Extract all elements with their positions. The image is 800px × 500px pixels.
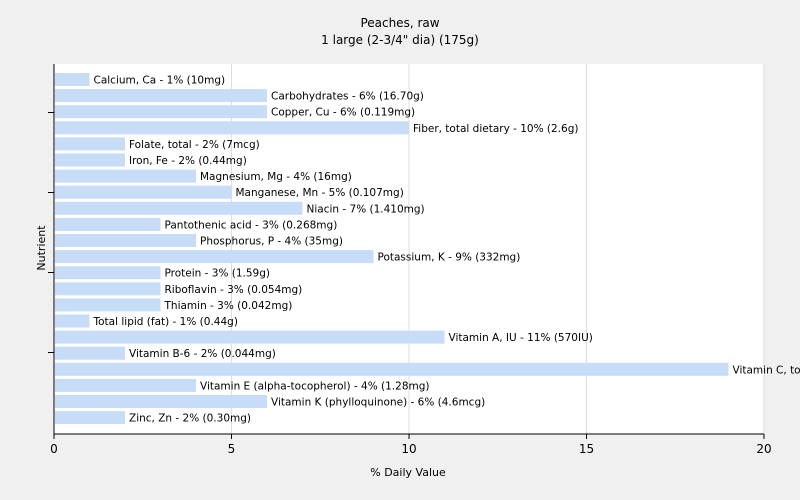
bar-label: Riboflavin - 3% (0.054mg) — [165, 284, 303, 296]
x-tick-labels: 0 5 10 15 20 — [50, 442, 771, 456]
bar-label: Thiamin - 3% (0.042mg) — [164, 300, 293, 312]
bar-label: Zinc, Zn - 2% (0.30mg) — [129, 413, 251, 425]
gridlines — [54, 64, 765, 434]
bar — [55, 378, 196, 392]
bar — [55, 298, 161, 312]
axes — [48, 64, 765, 439]
bar-label: Calcium, Ca - 1% (10mg) — [94, 75, 226, 87]
bar-label: Total lipid (fat) - 1% (0.44g) — [93, 316, 238, 328]
bar — [55, 153, 125, 167]
bar-label: Fiber, total dietary - 10% (2.6g) — [413, 123, 578, 135]
bar — [55, 346, 125, 360]
chart-title: Peaches, raw — [360, 16, 439, 30]
bar — [55, 395, 267, 408]
chart-subtitle: 1 large (2-3/4" dia) (175g) — [321, 33, 479, 47]
x-tick-label: 0 — [50, 442, 58, 456]
bar — [55, 362, 729, 376]
bar — [55, 169, 196, 183]
x-axis-label: % Daily Value — [370, 466, 446, 479]
bar — [55, 73, 90, 86]
bar — [55, 282, 161, 296]
bar-label: Magnesium, Mg - 4% (16mg) — [200, 171, 352, 183]
bar — [55, 137, 125, 151]
bar — [55, 185, 232, 199]
bar — [55, 314, 90, 328]
x-tick-label: 5 — [228, 442, 236, 456]
bar — [55, 201, 303, 215]
x-tick-label: 20 — [756, 442, 771, 456]
bar — [55, 217, 161, 231]
bar-label: Vitamin B-6 - 2% (0.044mg) — [129, 348, 276, 360]
bar-label: Vitamin C, total ascorbic acid - 19% (11… — [733, 364, 800, 376]
bar-label: Copper, Cu - 6% (0.119mg) — [271, 107, 415, 119]
bar-label: Carbohydrates - 6% (16.70g) — [271, 91, 424, 103]
bar — [55, 105, 267, 119]
y-axis-label: Nutrient — [35, 225, 48, 271]
bar-label: Pantothenic acid - 3% (0.268mg) — [165, 219, 338, 231]
bar — [55, 121, 409, 135]
bar-label: Niacin - 7% (1.410mg) — [307, 203, 425, 215]
bars: Calcium, Ca - 1% (10mg) Carbohydrates - 6… — [55, 73, 800, 425]
bar-label: Vitamin K (phylloquinone) - 6% (4.6mcg) — [271, 397, 485, 409]
bar-label: Iron, Fe - 2% (0.44mg) — [129, 155, 247, 167]
bar-label: Phosphorus, P - 4% (35mg) — [200, 236, 343, 248]
bar — [55, 89, 267, 103]
bar-label: Potassium, K - 9% (332mg) — [378, 252, 521, 264]
bar-label: Protein - 3% (1.59g) — [165, 268, 271, 280]
bar-label: Vitamin E (alpha-tocopherol) - 4% (1.28m… — [200, 380, 430, 392]
x-tick-label: 15 — [579, 442, 594, 456]
bar — [55, 250, 374, 264]
bar-label: Vitamin A, IU - 11% (570IU) — [449, 332, 593, 344]
x-tick-label: 10 — [401, 442, 416, 456]
bar — [55, 234, 196, 247]
bar-label: Folate, total - 2% (7mcg) — [129, 139, 260, 151]
bar — [55, 411, 125, 425]
bar — [55, 266, 161, 280]
bar — [55, 330, 445, 344]
bar-label: Manganese, Mn - 5% (0.107mg) — [236, 187, 404, 199]
